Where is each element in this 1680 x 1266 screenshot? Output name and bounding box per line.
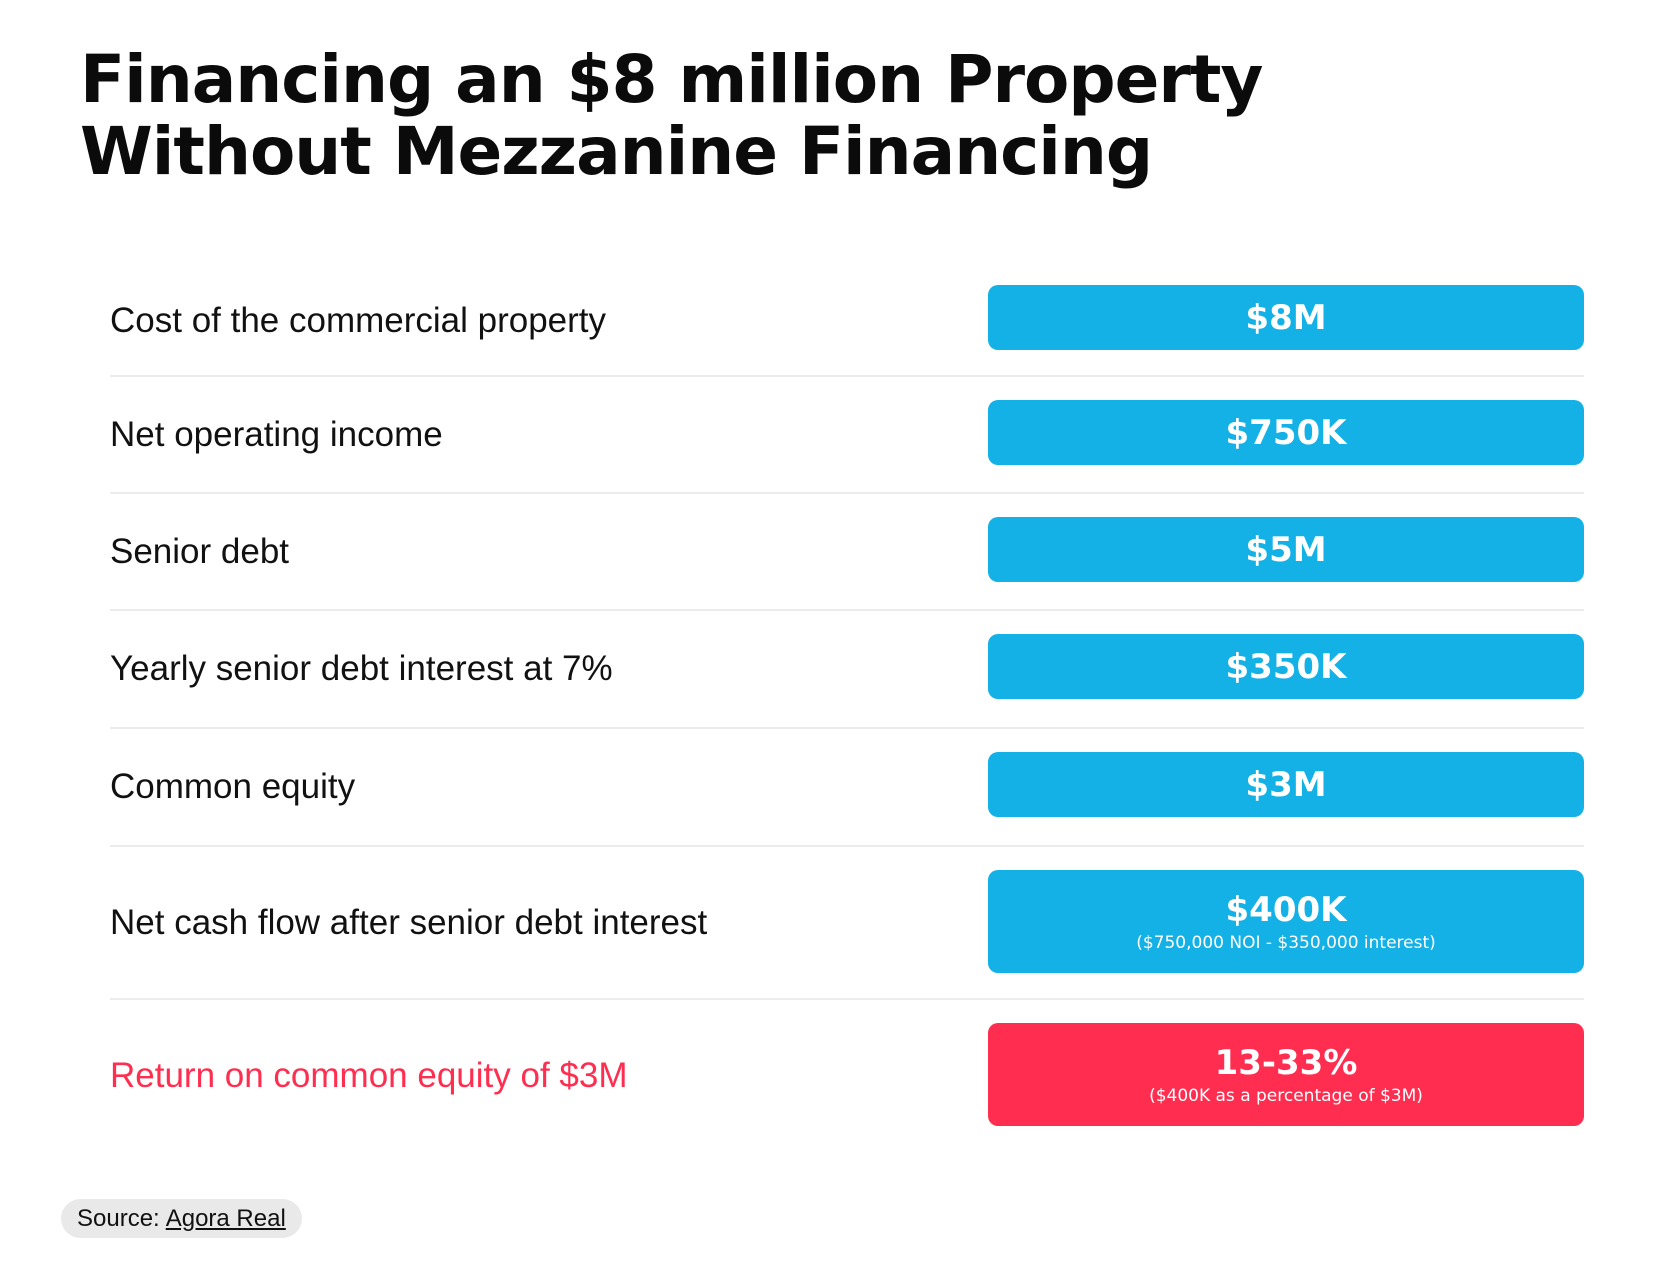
pill-value: $350K <box>1225 646 1347 687</box>
row-net-operating-income: Net operating income $750K <box>110 377 1584 494</box>
row-label: Cost of the commercial property <box>110 301 607 340</box>
value-pill: $5M <box>988 517 1584 582</box>
title-line-2: Without Mezzanine Financing <box>80 113 1153 190</box>
value-pill: $350K <box>988 634 1584 699</box>
financing-table: Cost of the commercial property $8M Net … <box>110 283 1584 1151</box>
value-pill: $750K <box>988 400 1584 465</box>
pill-value: 13-33% <box>1214 1042 1358 1083</box>
row-label: Yearly senior debt interest at 7% <box>110 649 613 688</box>
pill-value: $3M <box>1245 764 1327 805</box>
pill-note: ($750,000 NOI - $350,000 interest) <box>1136 932 1436 953</box>
row-property-cost: Cost of the commercial property $8M <box>110 283 1584 377</box>
row-common-equity: Common equity $3M <box>110 729 1584 847</box>
row-senior-debt-interest: Yearly senior debt interest at 7% $350K <box>110 611 1584 729</box>
value-pill: $8M <box>988 285 1584 350</box>
source-prefix: Source: <box>77 1204 160 1232</box>
row-senior-debt: Senior debt $5M <box>110 494 1584 611</box>
value-pill-highlight: 13-33% ($400K as a percentage of $3M) <box>988 1023 1584 1126</box>
row-label: Net cash flow after senior debt interest <box>110 902 708 942</box>
page-title: Financing an $8 million Property Without… <box>80 44 1480 188</box>
pill-note: ($400K as a percentage of $3M) <box>1149 1085 1423 1106</box>
row-label: Net operating income <box>110 414 443 454</box>
source-badge: Source: Agora Real <box>61 1199 302 1238</box>
pill-value: $5M <box>1245 529 1327 570</box>
row-return-on-equity: Return on common equity of $3M 13-33% ($… <box>110 1000 1584 1151</box>
source-link[interactable]: Agora Real <box>165 1204 286 1232</box>
row-label: Senior debt <box>110 531 290 571</box>
pill-value: $8M <box>1245 297 1327 338</box>
row-label: Common equity <box>110 767 356 806</box>
row-net-cash-flow: Net cash flow after senior debt interest… <box>110 847 1584 1000</box>
row-label: Return on common equity of $3M <box>110 1055 628 1095</box>
pill-value: $750K <box>1225 412 1347 453</box>
title-line-1: Financing an $8 million Property <box>80 41 1263 118</box>
value-pill: $400K ($750,000 NOI - $350,000 interest) <box>988 870 1584 973</box>
value-pill: $3M <box>988 752 1584 817</box>
pill-value: $400K <box>1225 889 1347 930</box>
